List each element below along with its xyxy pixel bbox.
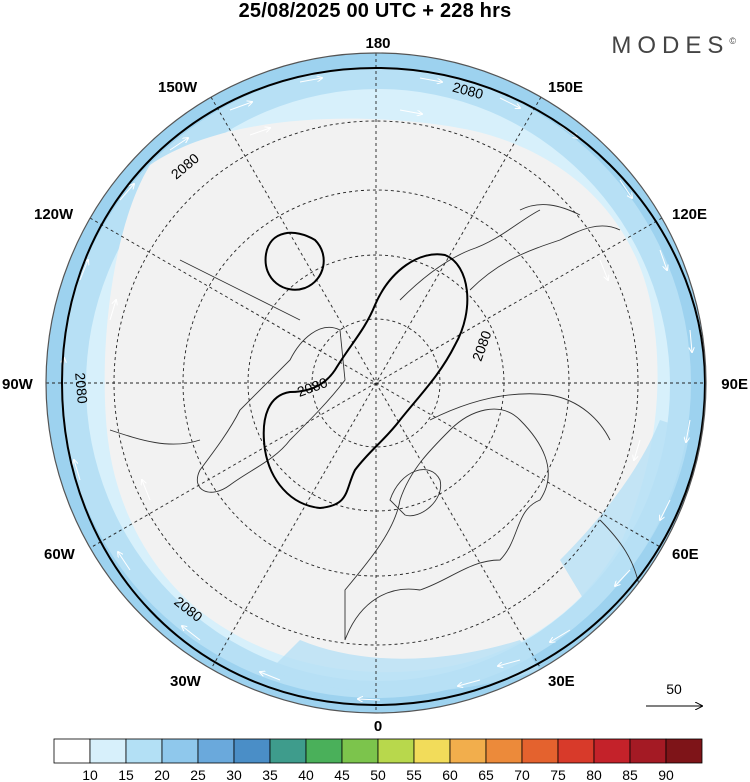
colorbar-swatch: [557, 738, 595, 764]
lon-label-60e: 60E: [672, 546, 699, 563]
lon-label-90e: 90E: [721, 376, 748, 393]
modes-logo: MODES©: [611, 32, 736, 60]
colorbar-tick-label: 70: [514, 767, 530, 782]
colorbar-tick-label: 85: [622, 767, 638, 782]
contour-label: 2080: [451, 79, 485, 103]
coast-kara: [429, 393, 611, 441]
lon-label-60w: 60W: [44, 546, 76, 563]
colorbar-tick-label: 25: [190, 767, 206, 782]
height-contours: [60, 66, 707, 707]
colorbar: 10 15 20 25 30 35 40 45 50 55 60 65 70 75 80 85 90: [53, 738, 703, 782]
colorbar-tick-label: 50: [370, 767, 386, 782]
colorbar-tick-label: 40: [298, 767, 314, 782]
colorbar-swatch: [269, 738, 307, 764]
colorbar-tick-label: 30: [226, 767, 242, 782]
chart-title: 25/08/2025 00 UTC + 228 hrs: [238, 0, 512, 22]
colorbar-tick-label: 65: [478, 767, 494, 782]
calm-interior: [104, 118, 658, 673]
colorbar-swatch: [197, 738, 235, 764]
colorbar-tick-label: 80: [586, 767, 602, 782]
colorbar-tick-label: 90: [658, 767, 674, 782]
band-patch-se: [560, 420, 690, 610]
contour-outer: [60, 66, 707, 707]
colorbar-swatch: [233, 738, 271, 764]
map-boundary: [45, 52, 707, 714]
colorbar-swatch: [413, 738, 451, 764]
wind-vectors: [62, 78, 692, 700]
lon-label-180: 180: [365, 35, 390, 52]
reference-vector-value: 50: [666, 681, 682, 697]
lon-label-30e: 30E: [548, 673, 575, 690]
graticule: [46, 53, 706, 713]
colorbar-swatch: [125, 738, 163, 764]
colorbar-swatch: [161, 738, 199, 764]
longitude-labels: 180 0 90W 90E 150W 150E 120W 120E 60W 60…: [2, 35, 748, 735]
contour-label: 2080: [72, 372, 91, 405]
colorbar-tick-label: 10: [82, 767, 98, 782]
lon-label-90w: 90W: [2, 376, 34, 393]
lon-label-120e: 120E: [672, 206, 707, 223]
colorbar-tick-label: 45: [334, 767, 350, 782]
coast-caspian: [599, 519, 641, 591]
colorbar-swatch: [305, 738, 343, 764]
lon-label-30w: 30W: [170, 673, 202, 690]
lon-label-150w: 150W: [158, 79, 198, 96]
coast-siberia: [469, 225, 621, 291]
colorbar-swatch: [89, 738, 127, 764]
logo-text: MODES: [611, 32, 730, 59]
contour-trough: [262, 253, 469, 510]
coast-alaska: [179, 259, 301, 321]
coast-europe: [344, 408, 549, 641]
colorbar-swatch: [53, 738, 91, 764]
reference-vector: 50: [646, 681, 702, 706]
contour-closed-low: [264, 231, 325, 291]
colorbar-tick-label: 60: [442, 767, 458, 782]
colorbar-swatch: [665, 738, 703, 764]
coastlines: [109, 204, 641, 641]
coast-scandinavia: [389, 469, 442, 517]
coast-arctic-asia: [399, 209, 541, 301]
lon-label-150e: 150E: [548, 79, 583, 96]
colorbar-tick-label: 35: [262, 767, 278, 782]
band-patch-s: [270, 640, 540, 693]
colorbar-tick-label: 15: [118, 767, 134, 782]
coast-greenland: [196, 326, 346, 493]
colorbar-swatch: [449, 738, 487, 764]
lon-label-0: 0: [374, 718, 382, 735]
colorbar-tick-label: 75: [550, 767, 566, 782]
colorbar-swatch: [593, 738, 631, 764]
lon-label-120w: 120W: [34, 206, 74, 223]
colorbar-tick-label: 20: [154, 767, 170, 782]
colorbar-tick-label: 55: [406, 767, 422, 782]
colorbar-swatch: [377, 738, 415, 764]
colorbar-swatch: [485, 738, 523, 764]
logo-copyright: ©: [729, 36, 736, 46]
coast-hudson: [109, 429, 201, 445]
colorbar-swatch: [341, 738, 379, 764]
colorbar-swatch: [629, 738, 667, 764]
colorbar-swatch: [521, 738, 559, 764]
